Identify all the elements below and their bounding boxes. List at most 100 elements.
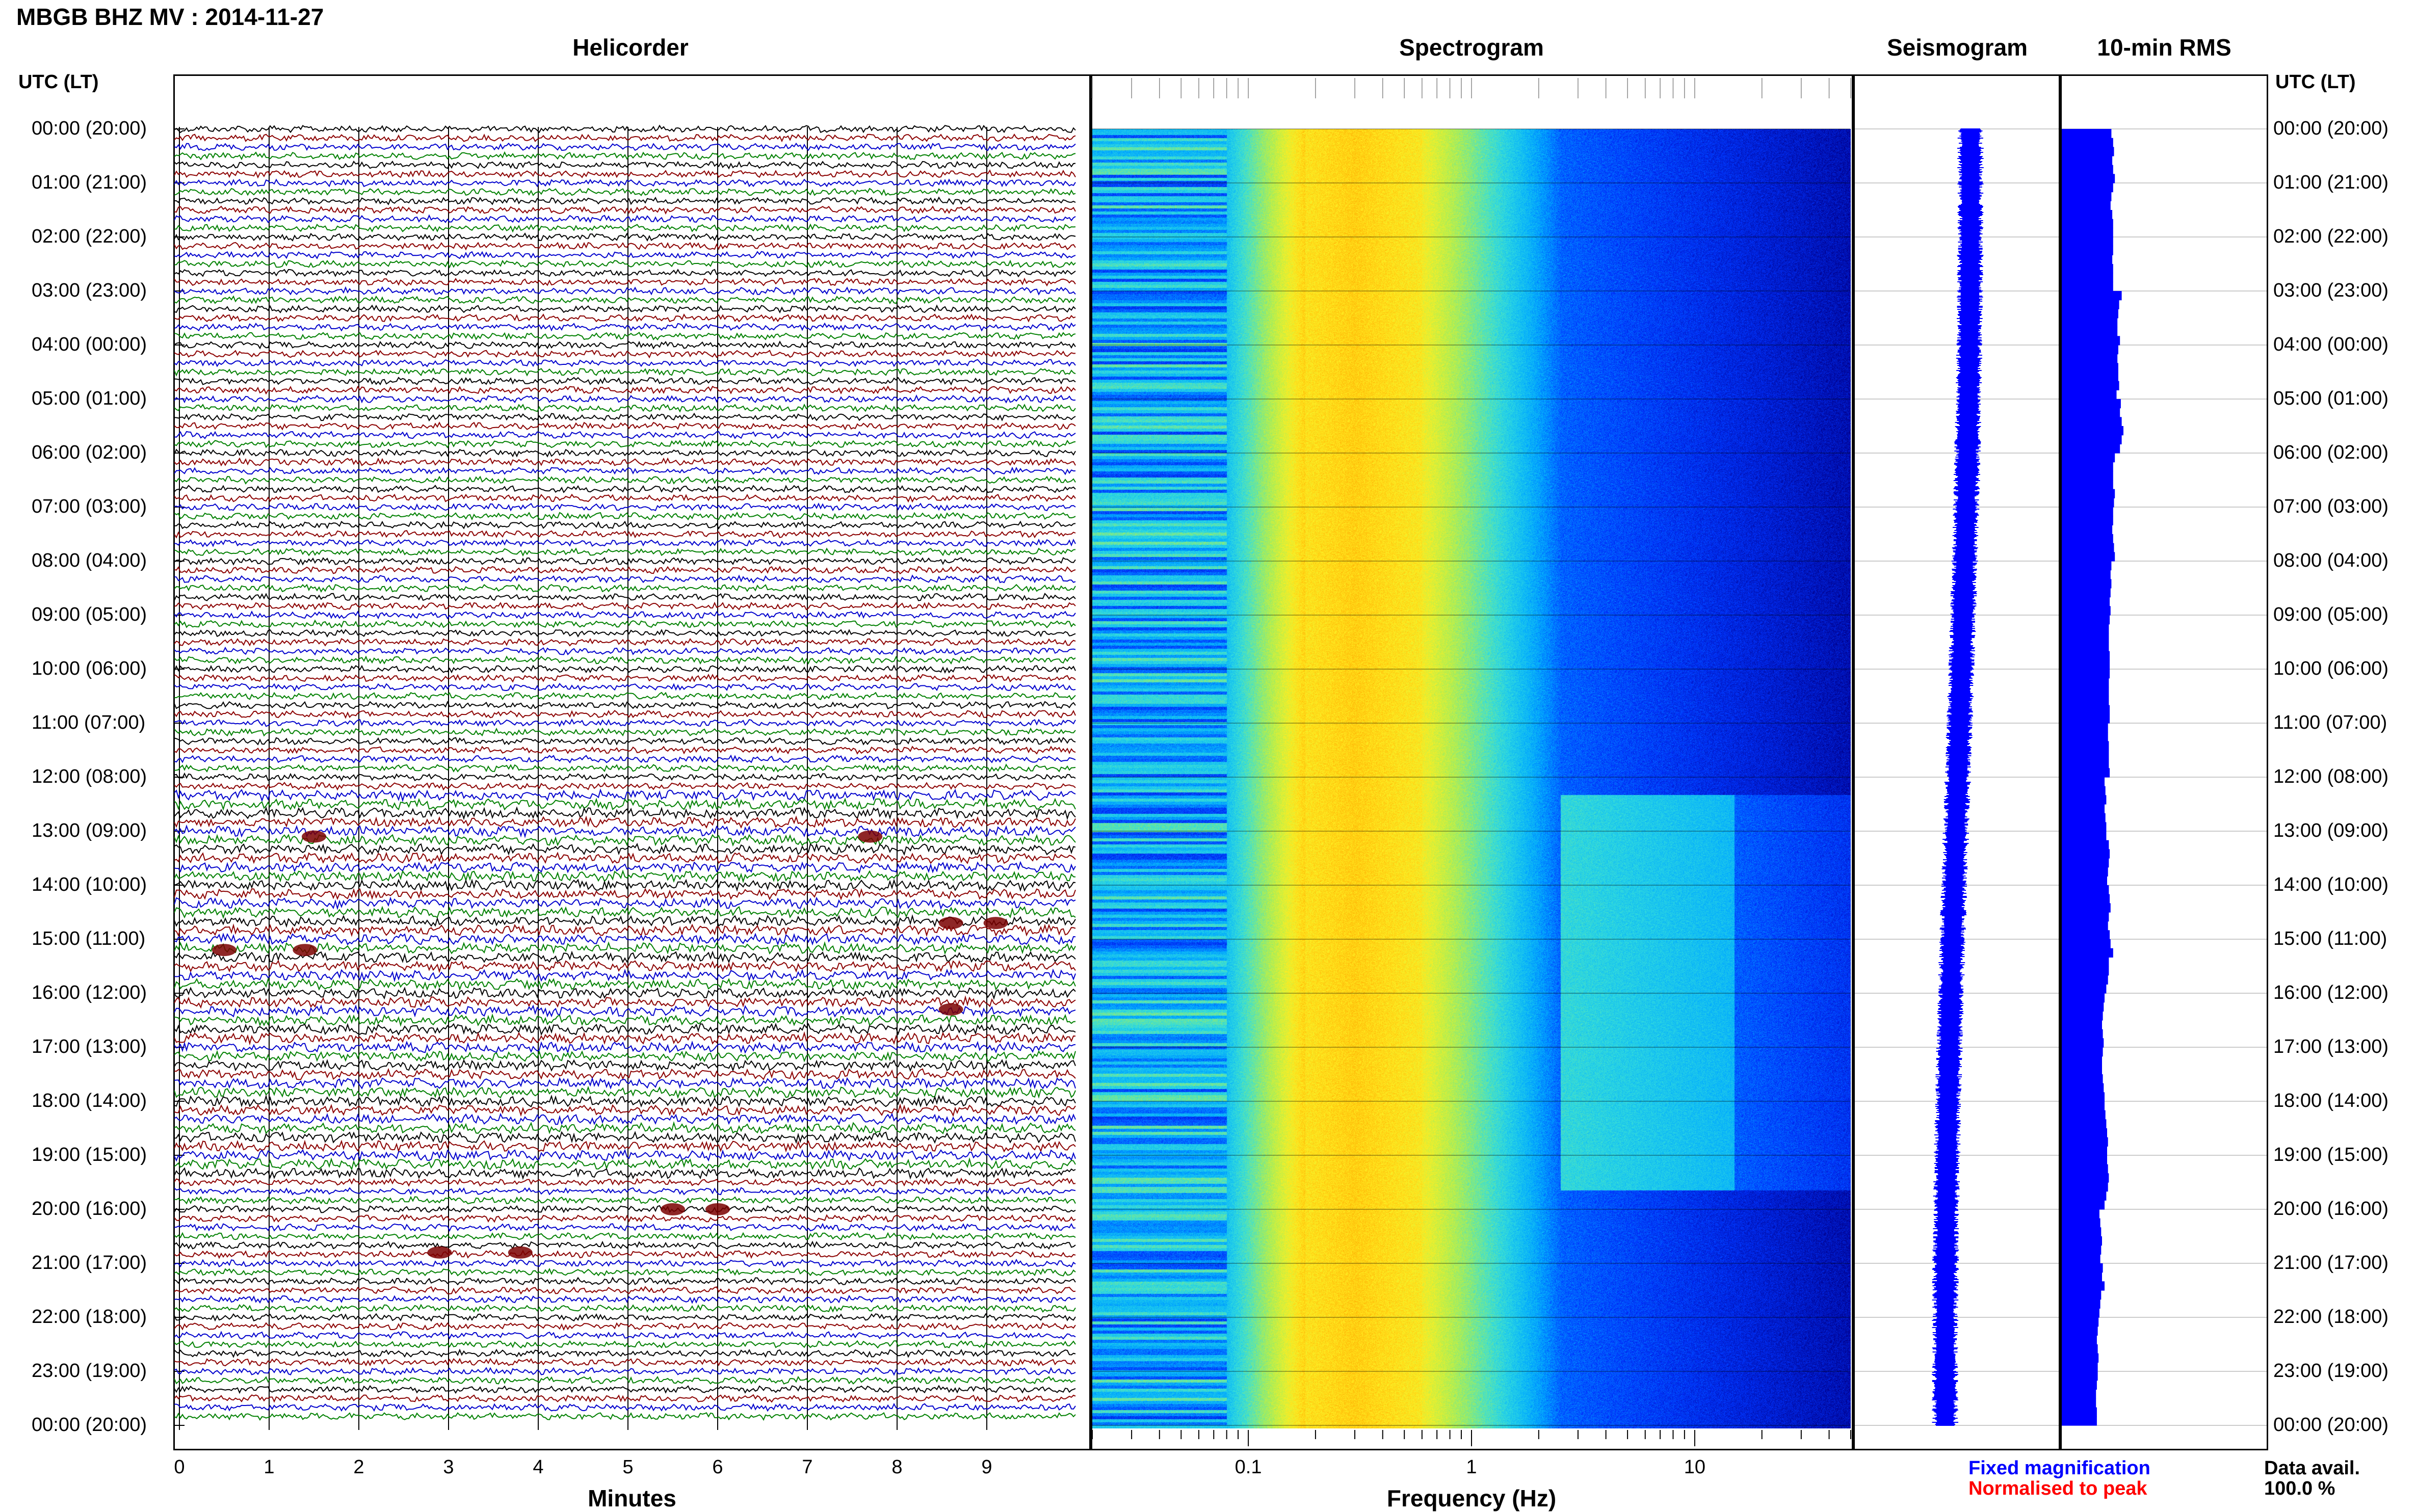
rms-bar bbox=[2062, 714, 2110, 724]
rms-bar bbox=[2062, 309, 2118, 319]
helicorder-trace bbox=[174, 511, 1076, 521]
time-label-left: 15:00 (11:00) bbox=[32, 928, 146, 949]
helicorder-trace bbox=[174, 619, 1076, 628]
helicorder-event-burst bbox=[705, 1203, 730, 1215]
rms-bar bbox=[2062, 1371, 2098, 1381]
rms-bar bbox=[2062, 327, 2118, 336]
helicorder-trace bbox=[174, 1004, 1076, 1018]
helicorder-trace bbox=[174, 1385, 1076, 1394]
rms-bar bbox=[2062, 831, 2107, 841]
rms-bar bbox=[2062, 588, 2111, 598]
rms-bar bbox=[2062, 354, 2118, 363]
rms-bar bbox=[2062, 759, 2109, 768]
rms-bar bbox=[2062, 1263, 2103, 1273]
time-label-right: 19:00 (15:00) bbox=[2273, 1144, 2389, 1165]
time-label-right: 17:00 (13:00) bbox=[2273, 1036, 2389, 1057]
rms-bar bbox=[2062, 291, 2122, 301]
helicorder-trace bbox=[174, 214, 1076, 223]
helicorder-trace bbox=[174, 151, 1076, 161]
rms-bar bbox=[2062, 228, 2113, 237]
helicorder-trace bbox=[174, 439, 1076, 449]
rms-bar bbox=[2062, 444, 2120, 454]
helicorder-trace bbox=[174, 700, 1076, 709]
helicorder-trace bbox=[174, 977, 1076, 991]
rms-bar bbox=[2062, 183, 2113, 193]
legend-fixed-magnification: Fixed magnification bbox=[1968, 1457, 2150, 1479]
helicorder-panel bbox=[173, 74, 1091, 1450]
time-label-left: 07:00 (03:00) bbox=[32, 496, 147, 517]
rms-bar bbox=[2062, 552, 2115, 562]
time-label-left: 12:00 (08:00) bbox=[32, 766, 147, 787]
rms-bar bbox=[2062, 543, 2114, 552]
rms-bar bbox=[2062, 1308, 2099, 1318]
rms-bar bbox=[2062, 1362, 2098, 1372]
rms-bar bbox=[2062, 786, 2106, 795]
rms-bar bbox=[2062, 1101, 2105, 1111]
time-label-right: 01:00 (21:00) bbox=[2273, 172, 2389, 193]
helicorder-trace bbox=[174, 1157, 1076, 1171]
rms-bar bbox=[2062, 462, 2113, 471]
rms-bar bbox=[2062, 1299, 2100, 1309]
time-label-right: 16:00 (12:00) bbox=[2273, 982, 2389, 1003]
rms-bar bbox=[2062, 426, 2123, 436]
helicorder-trace bbox=[174, 205, 1076, 215]
rms-bar bbox=[2062, 678, 2109, 687]
rms-bar bbox=[2062, 696, 2109, 706]
helicorder-trace bbox=[174, 1103, 1076, 1117]
rms-bar bbox=[2062, 336, 2120, 346]
rms-bar bbox=[2062, 921, 2108, 931]
helicorder-trace bbox=[174, 538, 1076, 548]
helicorder-xlabel: Minutes bbox=[588, 1485, 676, 1511]
helicorder-event-burst bbox=[212, 944, 237, 957]
rms-bar bbox=[2062, 876, 2107, 886]
helicorder-trace bbox=[174, 277, 1076, 287]
time-label-left: 16:00 (12:00) bbox=[32, 982, 147, 1003]
rms-bar bbox=[2062, 732, 2108, 741]
helicorder-trace bbox=[174, 1232, 1076, 1241]
time-label-right: 06:00 (02:00) bbox=[2273, 442, 2389, 463]
rms-bar bbox=[2062, 822, 2107, 832]
rms-bar bbox=[2062, 237, 2113, 247]
rms-bar bbox=[2062, 966, 2109, 976]
time-label-left: 23:00 (19:00) bbox=[32, 1360, 147, 1382]
rms-bar bbox=[2062, 570, 2111, 579]
helicorder-trace bbox=[174, 1121, 1076, 1134]
helicorder-trace bbox=[174, 1294, 1076, 1304]
rms-bar bbox=[2062, 1407, 2097, 1417]
rms-bar bbox=[2062, 795, 2107, 805]
rms-bar bbox=[2062, 1173, 2109, 1183]
time-label-left: 21:00 (17:00) bbox=[32, 1252, 147, 1274]
helicorder-trace bbox=[174, 124, 1076, 134]
helicorder-trace bbox=[174, 960, 1076, 973]
rms-bar bbox=[2062, 201, 2111, 210]
helicorder-trace bbox=[174, 1139, 1076, 1153]
helicorder-trace bbox=[174, 1013, 1076, 1027]
helicorder-trace bbox=[174, 161, 1076, 170]
rms-bar bbox=[2062, 1344, 2098, 1354]
data-availability-label: Data avail. bbox=[2264, 1457, 2360, 1479]
rms-bar bbox=[2062, 1254, 2100, 1264]
time-label-right: 12:00 (08:00) bbox=[2273, 766, 2389, 787]
helicorder-trace bbox=[174, 1223, 1076, 1232]
rms-bar bbox=[2062, 1236, 2102, 1246]
helicorder-trace bbox=[174, 1250, 1076, 1259]
helicorder-trace bbox=[174, 1348, 1076, 1358]
rms-bar bbox=[2062, 723, 2108, 733]
helicorder-trace bbox=[174, 1214, 1076, 1223]
helicorder-trace bbox=[174, 593, 1076, 602]
rms-bar bbox=[2062, 1227, 2102, 1237]
time-label-left: 09:00 (05:00) bbox=[32, 604, 147, 625]
rms-bar bbox=[2062, 741, 2109, 751]
rms-bar bbox=[2062, 363, 2118, 373]
rms-bar bbox=[2062, 210, 2113, 220]
helicorder-trace bbox=[174, 250, 1076, 259]
helicorder-trace bbox=[174, 1375, 1076, 1385]
rms-bar bbox=[2062, 273, 2113, 282]
rms-bar bbox=[2062, 1380, 2097, 1390]
rms-bar bbox=[2062, 1047, 2103, 1057]
rms-bar bbox=[2062, 1065, 2102, 1075]
helicorder-trace bbox=[174, 1313, 1076, 1322]
time-label-right: 04:00 (00:00) bbox=[2273, 334, 2389, 355]
time-label-right: 22:00 (18:00) bbox=[2273, 1306, 2389, 1328]
rms-bar bbox=[2062, 561, 2112, 571]
